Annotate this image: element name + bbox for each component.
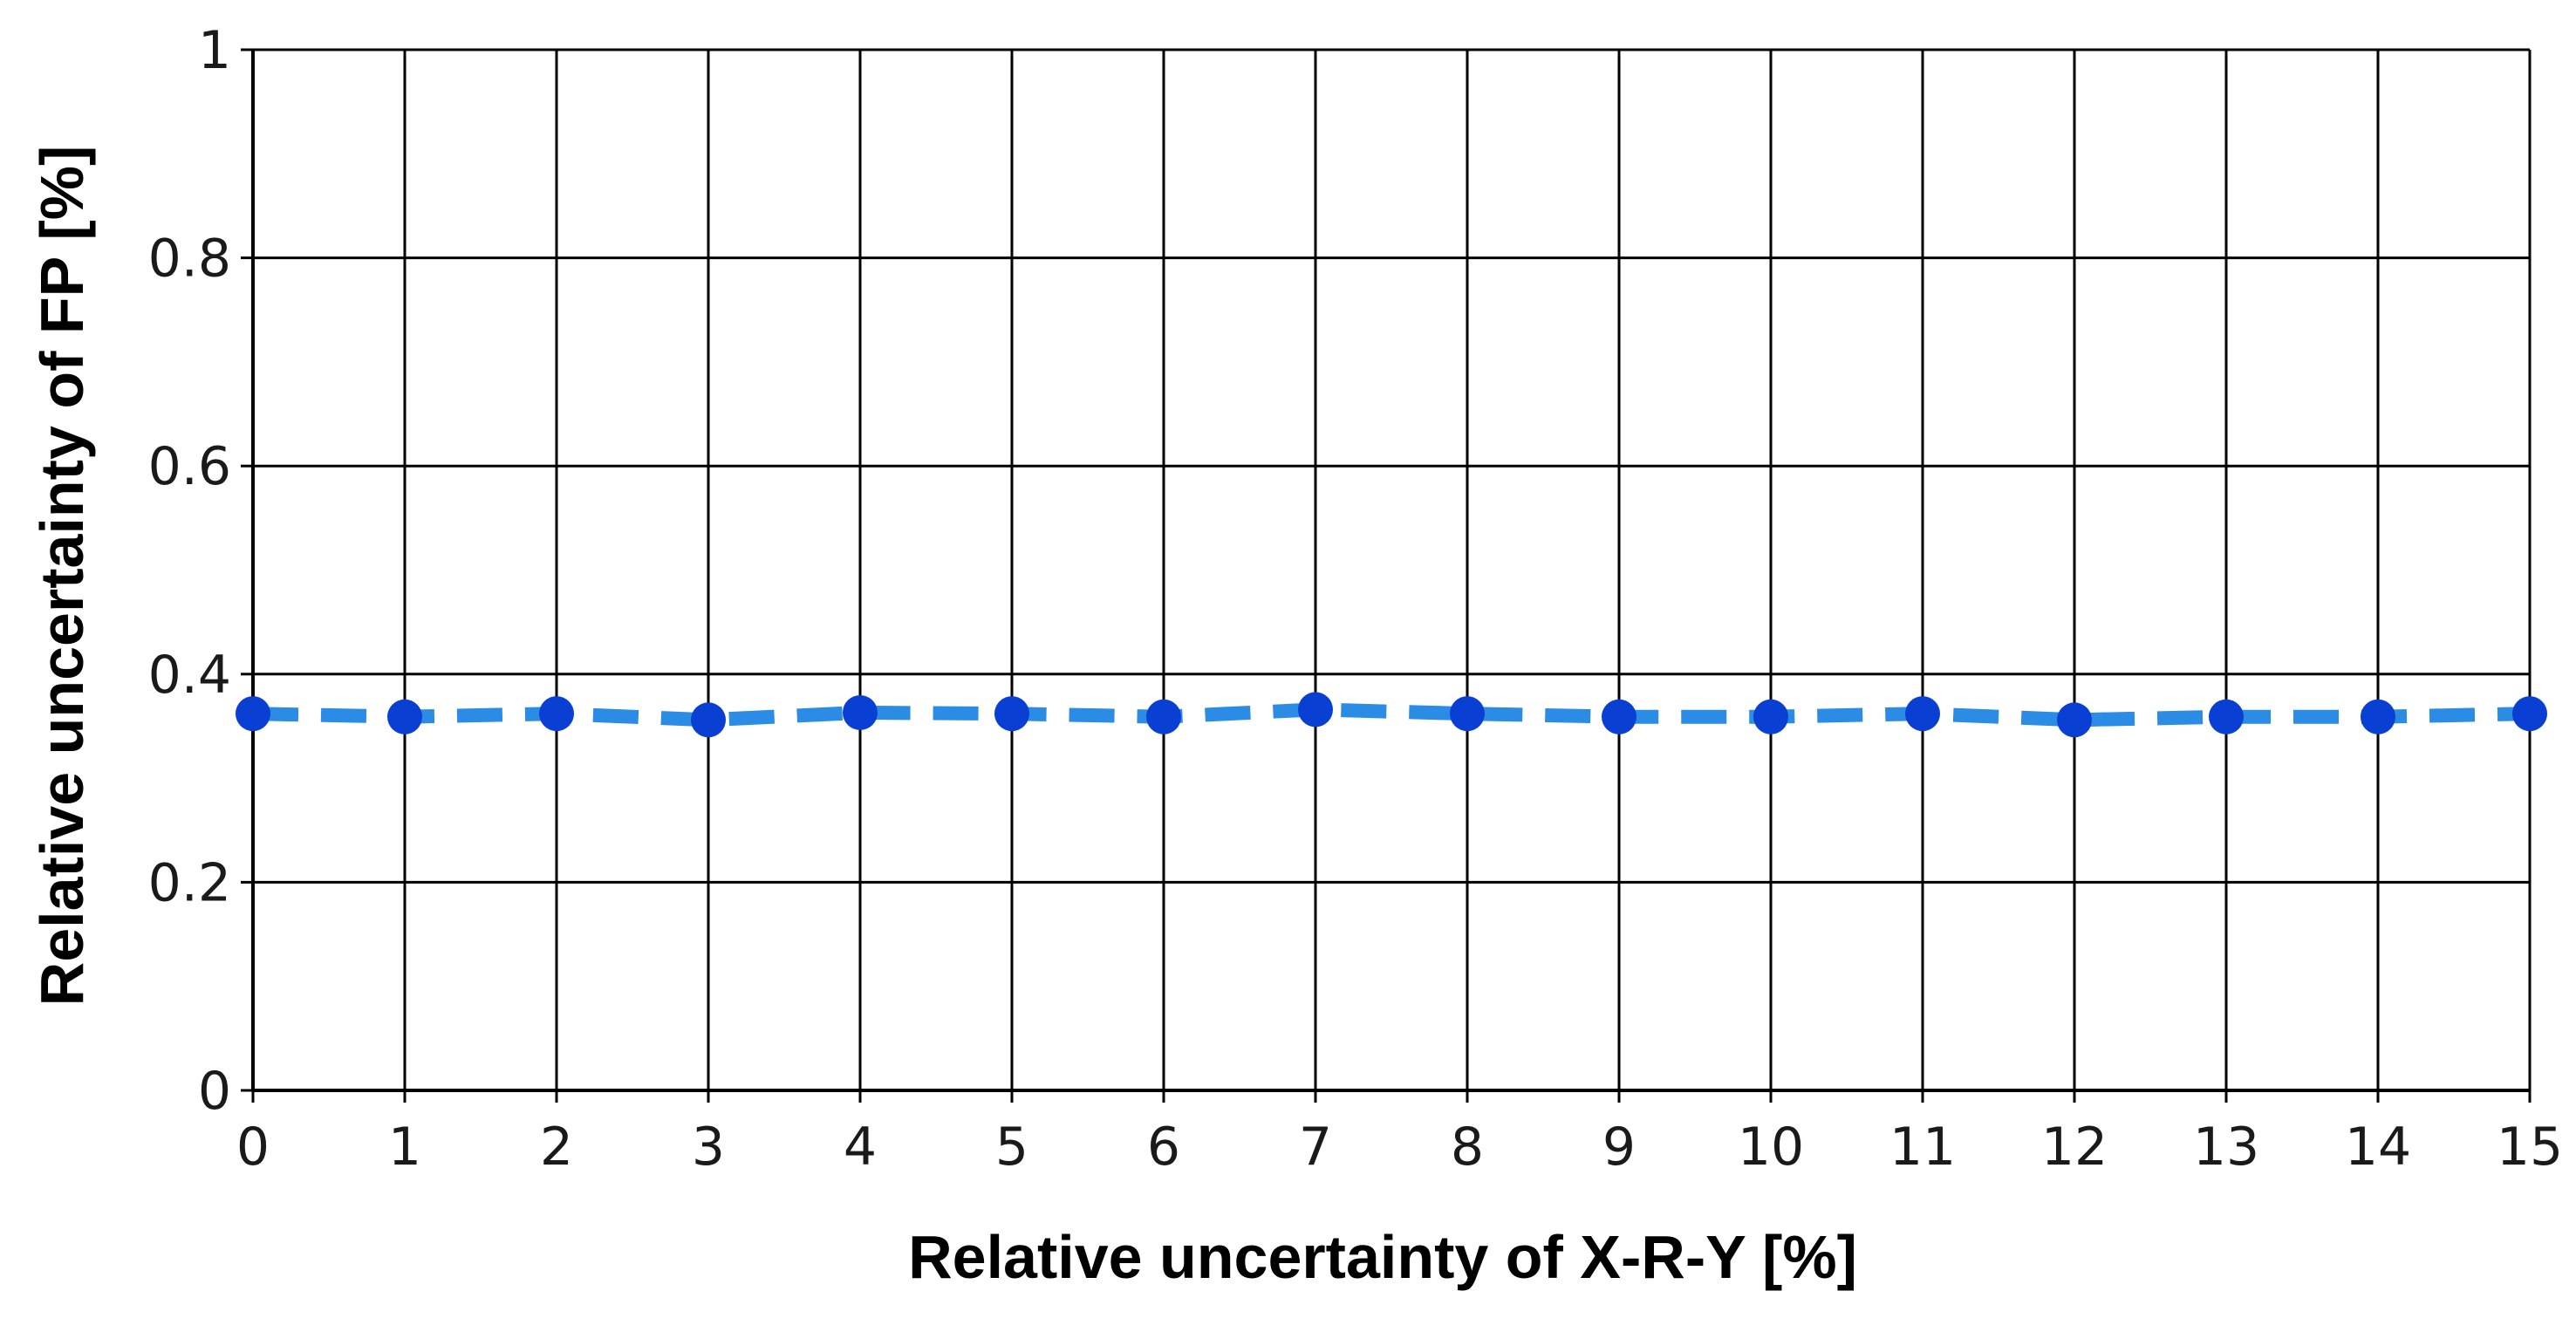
x-tick-label: 3 <box>692 1117 725 1178</box>
x-tick-label: 14 <box>2345 1117 2411 1178</box>
x-tick-label: 5 <box>995 1117 1028 1178</box>
x-tick-label: 9 <box>1602 1117 1636 1178</box>
x-tick-label: 10 <box>1738 1117 1804 1178</box>
x-axis-title: Relative uncertainty of X-R-Y [%] <box>908 1223 1857 1291</box>
x-tick-label: 11 <box>1889 1117 1956 1178</box>
y-tick-label: 0.4 <box>148 645 231 706</box>
data-point <box>1298 692 1333 728</box>
data-point <box>539 696 574 732</box>
data-point <box>2361 699 2395 734</box>
data-point <box>843 694 878 730</box>
data-point <box>1753 699 1788 734</box>
x-tick-label: 8 <box>1451 1117 1484 1178</box>
data-point <box>1146 699 1181 734</box>
data-point <box>2512 696 2547 732</box>
y-tick-label: 0.2 <box>148 852 231 913</box>
data-point <box>1450 696 1485 732</box>
y-tick-label: 0 <box>198 1061 231 1122</box>
data-point <box>2057 702 2092 738</box>
y-tick-label: 0.8 <box>148 229 231 290</box>
x-tick-label: 1 <box>388 1117 421 1178</box>
data-point <box>994 696 1029 732</box>
grid <box>251 48 2532 1092</box>
x-tick-label: 0 <box>236 1117 270 1178</box>
y-tick-label: 0.6 <box>148 436 231 497</box>
data-point <box>387 699 422 734</box>
series-line <box>252 702 2531 728</box>
x-tick-label: 13 <box>2193 1117 2259 1178</box>
data-point <box>2209 699 2244 734</box>
y-axis-title: Relative uncertainty of FP [%] <box>28 146 96 1007</box>
series <box>236 692 2547 738</box>
x-tick-label: 7 <box>1299 1117 1332 1178</box>
data-point <box>691 702 726 738</box>
x-tick-label: 4 <box>844 1117 877 1178</box>
data-point <box>1602 699 1636 734</box>
data-point <box>236 696 270 732</box>
x-tick-label: 2 <box>540 1117 573 1178</box>
x-tick-label: 6 <box>1147 1117 1180 1178</box>
x-tick-label: 15 <box>2497 1117 2563 1178</box>
y-tick-label: 1 <box>198 20 231 81</box>
data-point <box>1905 696 1940 732</box>
x-tick-label: 12 <box>2041 1117 2108 1178</box>
axes <box>241 48 2532 1103</box>
